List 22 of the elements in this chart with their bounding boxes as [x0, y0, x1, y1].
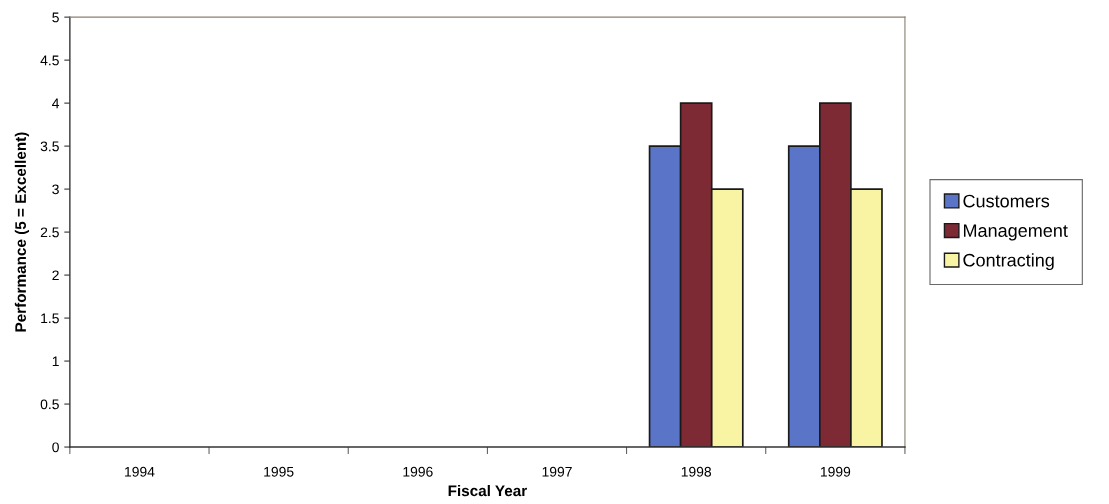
y-tick-label: 2 — [52, 270, 59, 281]
y-tick-label: 4.5 — [40, 55, 59, 66]
y-tick-label: 4 — [52, 98, 60, 109]
y-tick-label: 1 — [52, 356, 59, 367]
x-tick-label: 1998 — [681, 466, 712, 477]
x-axis-title: Fiscal Year — [448, 485, 527, 497]
y-tick-label: 3 — [52, 184, 59, 195]
x-tick-label: 1999 — [820, 466, 851, 477]
legend-label: Management — [963, 224, 1068, 241]
y-tick-label: 1.5 — [41, 313, 59, 324]
y-tick-label: 3.5 — [40, 141, 59, 152]
legend-label: Contracting — [963, 253, 1054, 271]
y-tick-label: 0 — [52, 442, 59, 453]
y-tick-label: 2.5 — [40, 227, 59, 238]
x-tick-label: 1994 — [125, 466, 155, 477]
y-tick-label: 0.5 — [40, 399, 59, 410]
y-axis-title: Performance (5 = Excellent) — [14, 132, 30, 332]
x-tick-label: 1995 — [264, 466, 294, 477]
x-tick-label: 1997 — [542, 466, 572, 477]
x-tick-label: 1996 — [403, 466, 433, 477]
y-tick-label: 5 — [52, 12, 59, 23]
legend-label: Customers — [963, 194, 1050, 208]
